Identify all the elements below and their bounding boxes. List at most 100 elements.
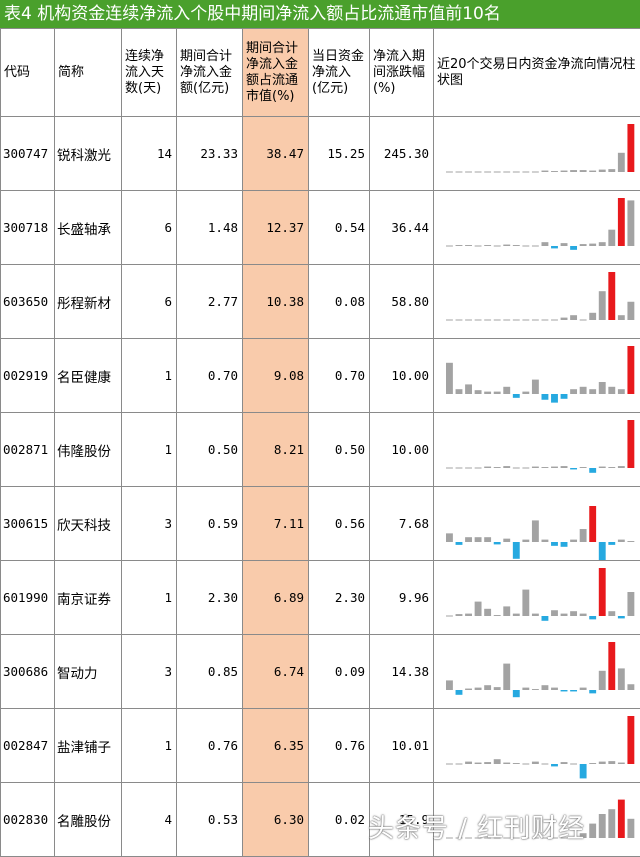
flow-bar <box>484 467 491 468</box>
row-today: 0.76 <box>309 709 370 783</box>
flow-bar <box>580 244 587 246</box>
flow-bar <box>446 616 453 617</box>
flow-bar <box>608 272 615 320</box>
flow-bar <box>608 169 615 172</box>
flow-bar <box>618 153 625 172</box>
flow-bar <box>456 320 463 321</box>
flow-bar <box>589 763 596 764</box>
flow-bar <box>542 764 549 765</box>
row-name: 锐科激光 <box>55 117 122 191</box>
flow-bar <box>475 602 482 616</box>
flow-bar <box>608 387 615 394</box>
flow-bar <box>570 170 577 172</box>
flow-bar <box>608 809 615 838</box>
flow-bar <box>494 246 501 247</box>
row-code: 601990 <box>1 561 55 635</box>
flow-bar <box>608 642 615 690</box>
flow-bar <box>551 246 558 248</box>
row-name: 名臣健康 <box>55 339 122 413</box>
row-bar-chart <box>434 635 640 709</box>
flow-bar <box>503 172 510 173</box>
flow-bar <box>484 762 491 764</box>
flow-bar <box>570 764 577 765</box>
row-code: 002847 <box>1 709 55 783</box>
flow-bar <box>522 246 529 247</box>
flow-bar <box>618 800 625 838</box>
flow-bar <box>627 716 634 764</box>
flow-bar <box>446 533 453 542</box>
flow-bar <box>503 606 510 616</box>
row-change: 10.00 <box>370 339 434 413</box>
row-ratio: 6.74 <box>243 635 309 709</box>
flow-bar <box>551 320 558 321</box>
flow-bar <box>494 172 501 173</box>
flow-bar <box>484 609 491 616</box>
flow-bar <box>561 394 568 399</box>
flow-bar <box>513 245 520 246</box>
row-today: 0.50 <box>309 413 370 487</box>
flow-bar <box>446 246 453 247</box>
flow-bar <box>608 761 615 764</box>
flow-bar <box>494 320 501 321</box>
header-amount: 期间合计净流入金额(亿元) <box>177 29 243 117</box>
flow-bar <box>484 245 491 246</box>
flow-bar <box>513 394 520 398</box>
flow-bar <box>542 685 549 690</box>
row-days: 1 <box>122 561 177 635</box>
row-change: 10.00 <box>370 413 434 487</box>
flow-bar <box>513 468 520 469</box>
row-days: 1 <box>122 339 177 413</box>
flow-bar <box>589 690 596 693</box>
flow-bar <box>618 763 625 764</box>
row-change: 10.01 <box>370 709 434 783</box>
flow-bar <box>494 687 501 690</box>
header-change: 净流入期间涨跌幅(%) <box>370 29 434 117</box>
flow-bar <box>503 245 510 246</box>
row-ratio: 6.35 <box>243 709 309 783</box>
flow-bar <box>456 172 463 173</box>
row-today: 0.08 <box>309 265 370 339</box>
flow-bar <box>503 664 510 690</box>
flow-bar <box>532 172 539 173</box>
row-days: 3 <box>122 487 177 561</box>
row-change: 245.30 <box>370 117 434 191</box>
flow-bar <box>618 616 625 618</box>
flow-bar <box>522 320 529 321</box>
row-code: 002830 <box>1 783 55 857</box>
flow-bar <box>456 614 463 616</box>
row-change: 14.38 <box>370 635 434 709</box>
flow-bar <box>589 824 596 838</box>
row-bar-chart <box>434 413 640 487</box>
flow-bar <box>608 467 615 468</box>
flow-bar <box>532 689 539 690</box>
header-ratio: 期间合计净流入金额占流通市值(%) <box>243 29 309 117</box>
flow-bar <box>599 814 606 838</box>
flow-bar <box>580 614 587 616</box>
row-days: 6 <box>122 191 177 265</box>
row-today: 2.30 <box>309 561 370 635</box>
flow-bar <box>513 690 520 697</box>
flow-bar <box>599 762 606 764</box>
row-ratio: 9.08 <box>243 339 309 413</box>
flow-bar <box>465 172 472 173</box>
flow-bar <box>503 320 510 321</box>
flow-bar <box>599 542 606 560</box>
flow-bar <box>589 468 596 473</box>
flow-bar <box>627 684 634 690</box>
flow-bar <box>522 688 529 690</box>
flow-bar <box>465 614 472 616</box>
flow-bar <box>532 520 539 542</box>
flow-bar <box>513 542 520 559</box>
row-name: 欣天科技 <box>55 487 122 561</box>
flow-bar <box>456 542 463 545</box>
net-flow-bar-chart <box>434 191 640 264</box>
row-change: 9.96 <box>370 561 434 635</box>
flow-bar <box>551 542 558 546</box>
flow-bar <box>503 466 510 468</box>
flow-bar <box>618 668 625 690</box>
row-change: 58.80 <box>370 265 434 339</box>
flow-bar <box>522 172 529 173</box>
